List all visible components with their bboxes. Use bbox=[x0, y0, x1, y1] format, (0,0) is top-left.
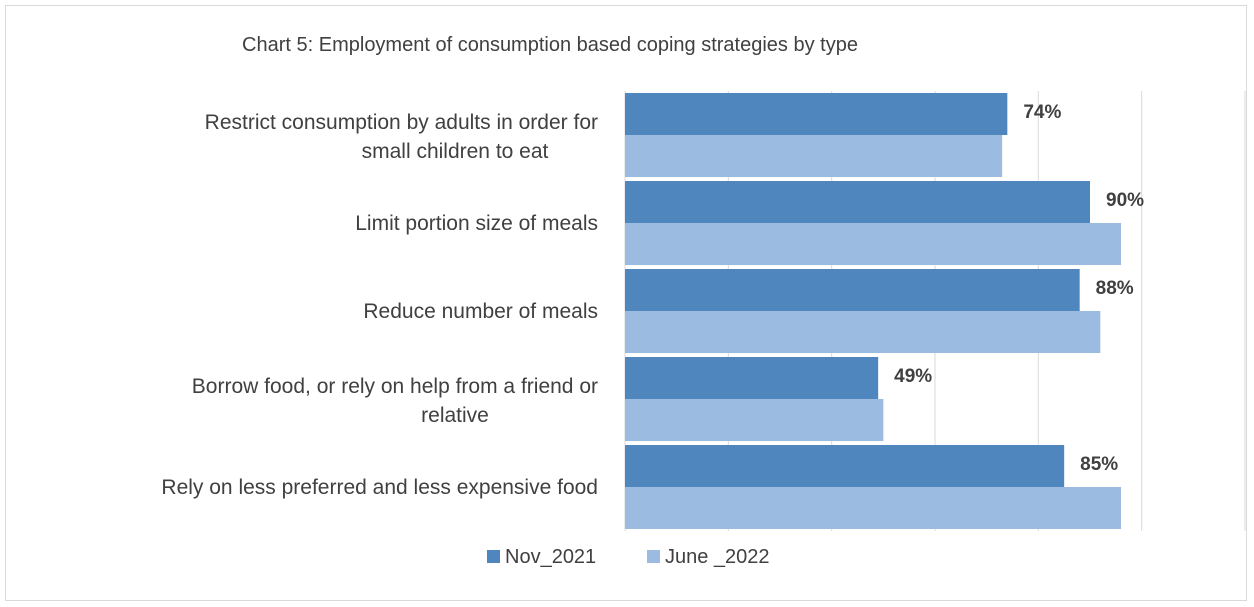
labels-layer: 74% Restrict consumption by adults in ord… bbox=[161, 102, 1144, 499]
bar-nov-2021 bbox=[625, 357, 879, 399]
bar-nov-2021 bbox=[625, 181, 1090, 223]
category-label: Borrow food, or rely on help from a frie… bbox=[192, 375, 598, 427]
category-label: Limit portion size of meals bbox=[355, 212, 598, 235]
data-label: 90% bbox=[1106, 190, 1144, 211]
category-label: Reduce number of meals bbox=[363, 300, 598, 323]
bar-nov-2021 bbox=[625, 93, 1008, 135]
legend-label: Nov_2021 bbox=[505, 546, 596, 568]
legend-label: June _2022 bbox=[665, 546, 770, 568]
data-label: 49% bbox=[894, 366, 932, 387]
bars-layer bbox=[625, 93, 1121, 529]
legend-swatch-nov-2021 bbox=[487, 550, 500, 563]
bar-june-2022 bbox=[625, 487, 1121, 529]
bar-nov-2021 bbox=[625, 269, 1080, 311]
bar-june-2022 bbox=[625, 135, 1003, 177]
bar-june-2022 bbox=[625, 311, 1101, 353]
bar-june-2022 bbox=[625, 399, 884, 441]
data-label: 88% bbox=[1096, 278, 1134, 299]
data-label: 74% bbox=[1023, 102, 1061, 123]
bar-nov-2021 bbox=[625, 445, 1065, 487]
chart-title: Chart 5: Employment of consumption based… bbox=[242, 34, 858, 56]
bar-june-2022 bbox=[625, 223, 1121, 265]
legend: Nov_2021 June _2022 bbox=[487, 546, 770, 568]
data-label: 85% bbox=[1080, 454, 1118, 475]
category-label: Rely on less preferred and less expensiv… bbox=[161, 476, 598, 499]
category-label: Restrict consumption by adults in order … bbox=[205, 111, 598, 163]
legend-swatch-june-2022 bbox=[647, 550, 660, 563]
